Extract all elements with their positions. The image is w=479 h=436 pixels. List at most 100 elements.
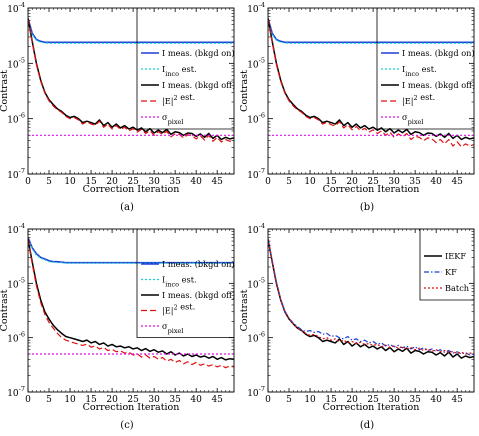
x-tick-label: 45 <box>451 177 463 187</box>
x-tick-label: 0 <box>25 395 31 405</box>
y-tick-base: 10 <box>7 171 19 181</box>
legend-label-main: I <box>402 64 405 74</box>
y-tick-base: 10 <box>247 335 259 345</box>
chart-panel: 10-710-610-510-40 5 10 15 20 25 30 35 40 45I meas… <box>0 222 235 431</box>
x-tick-label: 0 <box>265 177 271 187</box>
legend-entry-label: I meas. (bkgd on) <box>162 48 235 58</box>
y-tick-exponent: -5 <box>19 56 25 64</box>
x-tick-label: 30 <box>148 177 160 187</box>
legend-label-after: est. <box>178 302 196 312</box>
panel-label: (a) <box>120 202 134 213</box>
y-tick-base: 10 <box>247 226 259 236</box>
legend-label-after: est. <box>179 275 197 285</box>
y-axis-title: Contrast <box>239 70 250 112</box>
series-line <box>28 18 234 143</box>
x-axis-title: Correction Iteration <box>83 184 180 195</box>
legend-label-main: I meas. (bkgd off) <box>162 290 235 300</box>
legend-label-sup: 2 <box>174 94 178 102</box>
y-tick-base: 10 <box>7 5 19 15</box>
y-axis-title: Contrast <box>239 289 250 331</box>
y-tick-exponent: -4 <box>19 1 25 9</box>
legend-label-after: est. <box>179 64 197 74</box>
y-tick-base: 10 <box>7 226 19 236</box>
legend-label-sub: pixel <box>168 118 184 126</box>
panel-label: (d) <box>360 420 374 431</box>
x-tick-label: 40 <box>430 177 442 187</box>
y-tick-label: 10-6 <box>7 112 25 126</box>
series-line <box>268 239 474 359</box>
x-tick-label: 0 <box>25 177 31 187</box>
legend: I meas. (bkgd on)Iinco est.I meas. (bkgd… <box>381 48 475 126</box>
legend-entry-label: IEKF <box>445 251 466 261</box>
legend-border <box>419 229 474 301</box>
legend-label-main: σ <box>162 112 168 122</box>
legend-border <box>136 8 234 130</box>
legend-label-main: σ <box>402 112 408 122</box>
legend-entry-label: I meas. (bkgd on) <box>402 48 475 58</box>
y-tick-label: 10-6 <box>247 112 265 126</box>
x-tick-label: 0 <box>265 395 271 405</box>
legend-label-sup: 2 <box>174 304 178 312</box>
legend-border <box>136 229 234 338</box>
legend: I meas. (bkgd on) Iinco est.I meas. (bkgd… <box>141 259 235 335</box>
y-tick-label: 10-7 <box>247 167 265 181</box>
y-tick-base: 10 <box>7 280 19 290</box>
x-axis-title: Correction Iteration <box>323 184 420 195</box>
x-tick-label: 25 <box>367 395 379 405</box>
y-tick-exponent: -6 <box>259 331 265 339</box>
x-tick-label: 35 <box>409 177 421 187</box>
series-line <box>28 18 234 44</box>
legend-label-after: est. <box>419 64 437 74</box>
series-line <box>28 238 234 264</box>
y-tick-exponent: -4 <box>259 222 265 230</box>
x-tick-label: 5 <box>46 177 52 187</box>
x-tick-label: 40 <box>190 177 202 187</box>
legend-entry-label: I meas. (bkgd on) <box>162 259 235 269</box>
legend-label-sub: pixel <box>168 327 184 335</box>
y-tick-exponent: -6 <box>19 331 25 339</box>
legend-label-main: Batch <box>445 283 470 293</box>
legend-entry-label: Iinco est. <box>162 275 197 289</box>
legend-entry-label: |E|2 est. <box>402 92 435 106</box>
legend-entry-label: KF <box>445 267 457 277</box>
y-tick-exponent: -6 <box>19 112 25 120</box>
x-tick-label: 5 <box>286 395 292 405</box>
legend-label-sub: inco <box>165 70 179 78</box>
x-tick-label: 15 <box>85 177 97 187</box>
legend-label-main: I meas. (bkgd on) <box>162 259 235 269</box>
x-axis-title: Correction Iteration <box>83 402 180 413</box>
legend: IEKF KF Batch <box>424 251 470 293</box>
chart-panel: 10-710-610-510-40 5 10 15 20 25 30 35 40 45I meas… <box>0 1 235 213</box>
legend-label-main: I meas. (bkgd on) <box>162 48 235 58</box>
x-tick-label: 10 <box>304 395 316 405</box>
x-tick-label: 35 <box>169 395 181 405</box>
y-tick-base: 10 <box>7 60 19 70</box>
legend-entry-label: Iinco est. <box>162 64 197 78</box>
legend-label-main: |E| <box>402 96 414 106</box>
y-tick-exponent: -7 <box>19 167 25 175</box>
chart-panel: 10-710-610-510-40 5 10 15 20 25 30 35 40 45IEKFKF… <box>239 222 475 431</box>
legend-label-main: I meas. (bkgd on) <box>402 48 475 58</box>
legend-label-after: est. <box>418 92 436 102</box>
plot-frame <box>27 228 235 393</box>
y-tick-base: 10 <box>247 171 259 181</box>
series-line <box>268 239 474 355</box>
plot-frame <box>27 7 235 175</box>
series-line <box>268 239 474 356</box>
x-tick-label: 45 <box>211 177 223 187</box>
legend-entry-label: σpixel <box>162 112 183 126</box>
legend-label-main: |E| <box>162 96 174 106</box>
x-tick-label: 35 <box>409 395 421 405</box>
y-tick-exponent: -4 <box>19 222 25 230</box>
series-line <box>268 18 474 44</box>
y-tick-exponent: -6 <box>259 112 265 120</box>
x-tick-label: 25 <box>127 395 139 405</box>
y-tick-exponent: -7 <box>259 385 265 393</box>
legend-label-main: I meas. (bkgd off) <box>402 80 475 90</box>
legend-entry-label: σpixel <box>162 321 183 335</box>
y-axis-title: Contrast <box>0 289 10 331</box>
x-tick-label: 35 <box>169 177 181 187</box>
series-group <box>28 237 234 369</box>
x-tick-label: 45 <box>451 395 463 405</box>
